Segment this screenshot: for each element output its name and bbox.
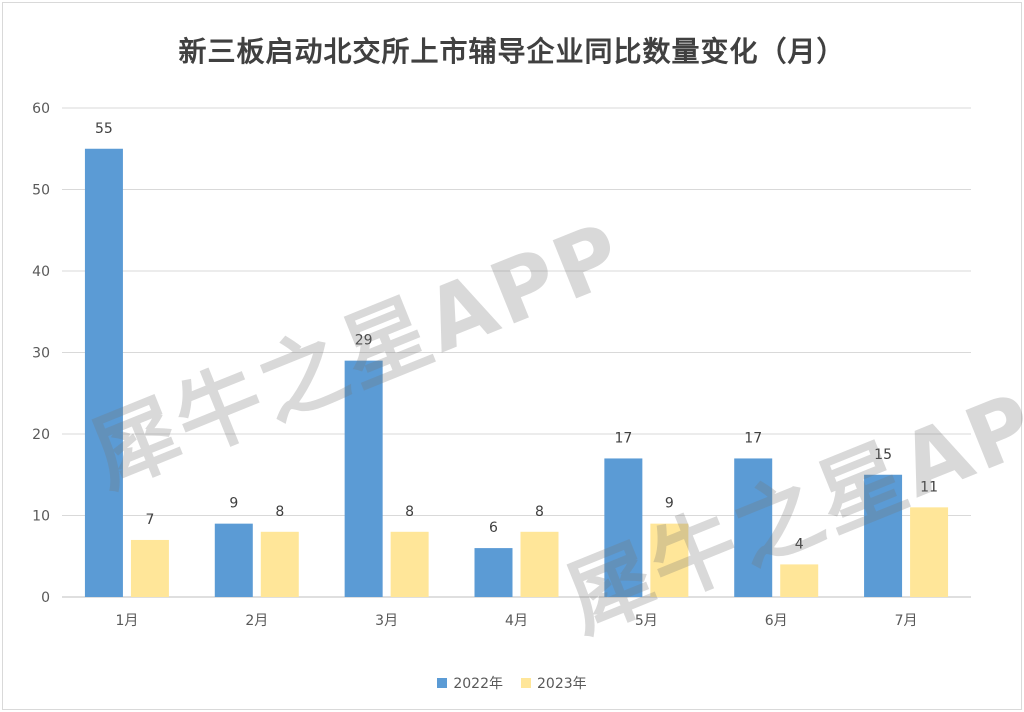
bar-2023年-6月 bbox=[780, 564, 819, 597]
x-axis-ticks: 1月 2月 3月 4月 5月 6月 7月 bbox=[115, 613, 917, 629]
data-label: 6 bbox=[489, 520, 498, 536]
x-tick-label: 1月 bbox=[115, 613, 138, 629]
bar-2023年-3月 bbox=[390, 531, 429, 597]
x-tick-label: 6月 bbox=[765, 613, 788, 629]
data-label: 29 bbox=[355, 333, 373, 349]
y-axis-ticks: 0 10 20 30 40 50 60 bbox=[32, 101, 50, 606]
data-label: 55 bbox=[95, 121, 113, 137]
data-labels: 55 7 9 8 29 8 6 8 17 9 17 4 15 11 bbox=[95, 121, 938, 553]
bar-2022年-7月 bbox=[864, 474, 903, 597]
bar-2022年-4月 bbox=[474, 548, 513, 597]
legend-item-2023: 2023年 bbox=[521, 673, 587, 693]
bar-2023年-4月 bbox=[520, 531, 559, 597]
legend-label-2022: 2022年 bbox=[453, 676, 503, 692]
chart-title: 新三板启动北交所上市辅导企业同比数量变化（月） bbox=[178, 35, 846, 68]
x-tick-label: 3月 bbox=[375, 613, 398, 629]
y-tick-label: 40 bbox=[32, 264, 50, 280]
bar-2023年-7月 bbox=[910, 507, 949, 597]
bar-2023年-1月 bbox=[130, 539, 169, 597]
data-label: 4 bbox=[795, 536, 804, 552]
x-tick-label: 5月 bbox=[635, 613, 658, 629]
data-label: 17 bbox=[744, 430, 762, 446]
y-tick-label: 0 bbox=[41, 590, 50, 606]
x-tick-label: 7月 bbox=[895, 613, 918, 629]
legend-swatch-2022 bbox=[437, 678, 448, 688]
legend-item-2022: 2022年 bbox=[437, 673, 503, 693]
data-label: 9 bbox=[229, 496, 238, 512]
y-tick-label: 20 bbox=[32, 427, 50, 443]
bar-2022年-5月 bbox=[604, 458, 643, 597]
x-tick-label: 2月 bbox=[245, 613, 268, 629]
y-tick-label: 10 bbox=[32, 509, 50, 525]
bar-2023年-2月 bbox=[260, 531, 299, 597]
data-label: 7 bbox=[145, 512, 154, 528]
data-label: 15 bbox=[874, 447, 892, 463]
bar-2022年-6月 bbox=[734, 458, 773, 597]
data-label: 9 bbox=[665, 496, 674, 512]
y-tick-label: 30 bbox=[32, 346, 50, 362]
data-label: 8 bbox=[405, 504, 414, 520]
legend: 2022年 2023年 bbox=[0, 673, 1024, 693]
data-label: 17 bbox=[614, 430, 632, 446]
gridlines bbox=[62, 107, 971, 598]
data-label: 8 bbox=[535, 504, 544, 520]
legend-label-2023: 2023年 bbox=[537, 676, 587, 692]
data-label: 11 bbox=[920, 479, 938, 495]
legend-swatch-2023 bbox=[521, 678, 531, 688]
bar-2022年-3月 bbox=[344, 360, 383, 597]
bars bbox=[84, 148, 949, 597]
bar-2022年-2月 bbox=[214, 523, 253, 597]
data-label: 8 bbox=[275, 504, 284, 520]
y-tick-label: 50 bbox=[32, 183, 50, 199]
y-tick-label: 60 bbox=[32, 101, 50, 117]
bar-2022年-1月 bbox=[84, 148, 123, 597]
bar-2023年-5月 bbox=[650, 523, 689, 597]
x-tick-label: 4月 bbox=[505, 613, 528, 629]
